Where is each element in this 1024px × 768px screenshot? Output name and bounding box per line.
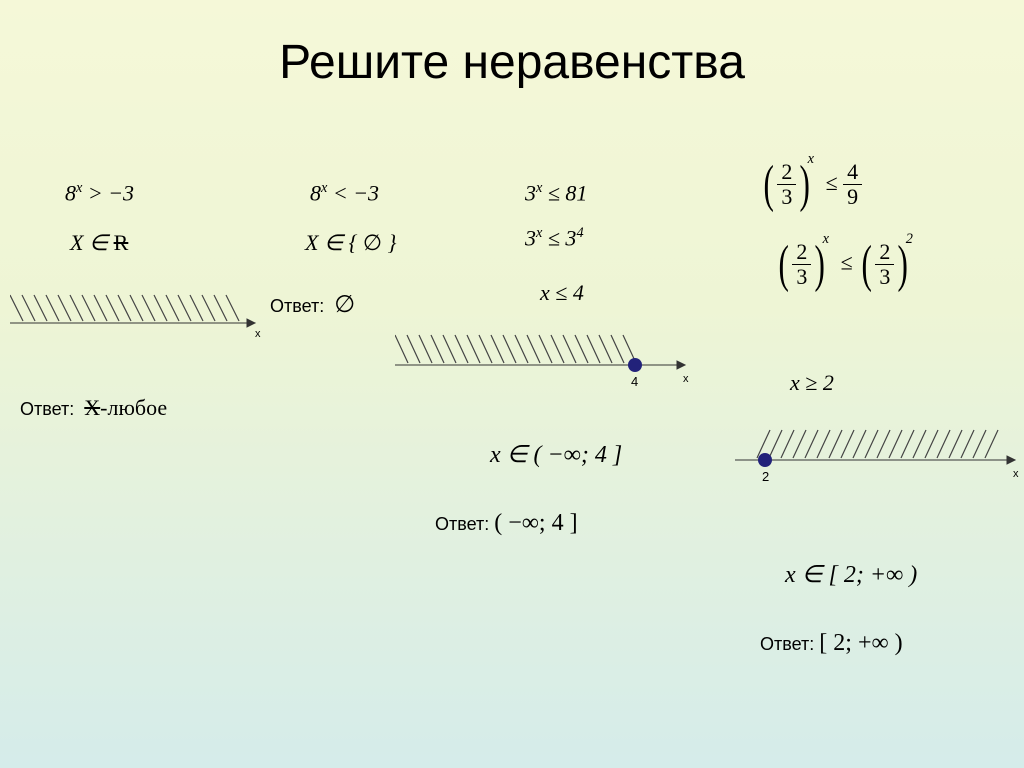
page-title: Решите неравенства xyxy=(0,35,1024,90)
col3-numberline: 4 x xyxy=(395,320,695,390)
col2-answer-value: ∅ xyxy=(334,292,355,318)
col3-set: x ∈ ( −∞; 4 ] xyxy=(490,440,622,469)
svg-text:x: x xyxy=(683,373,689,385)
col3-answer-label: Ответ: ( −∞; 4 ] xyxy=(435,510,578,537)
col4-line2: (23)x ≤ (23)2 xyxy=(775,235,919,294)
col3-line1: 3x ≤ 81 xyxy=(525,180,587,206)
col3-line3: x ≤ 4 xyxy=(540,280,584,306)
col1-numberline: x xyxy=(10,285,265,340)
col4-line3: x ≥ 2 xyxy=(790,370,834,396)
col4-numberline: 2 x xyxy=(735,415,1024,485)
col1-answer-value: X-любое xyxy=(84,395,167,420)
col1-answer-label: Ответ: X-любое xyxy=(20,395,167,421)
col2-inequality: 8x < −3 xyxy=(310,180,379,206)
col1-set: X ∈ R xyxy=(70,230,128,256)
svg-text:x: x xyxy=(255,328,261,340)
col3-tick: 4 xyxy=(631,374,638,389)
svg-text:x: x xyxy=(1013,468,1019,480)
col4-tick: 2 xyxy=(762,469,769,484)
col2-answer-label: Ответ: ∅ xyxy=(270,290,355,319)
col4-line1: (23)x ≤ 49 xyxy=(760,155,862,214)
col4-answer-label: Ответ: [ 2; +∞ ) xyxy=(760,630,903,657)
col1-inequality: 8x > −3 xyxy=(65,180,134,206)
col4-answer-value: [ 2; +∞ ) xyxy=(819,630,902,656)
col3-answer-value: ( −∞; 4 ] xyxy=(494,510,577,536)
col2-set: X ∈ { ∅ } xyxy=(305,230,396,256)
col3-line2: 3x ≤ 34 xyxy=(525,225,584,251)
col4-set: x ∈ [ 2; +∞ ) xyxy=(785,560,917,589)
